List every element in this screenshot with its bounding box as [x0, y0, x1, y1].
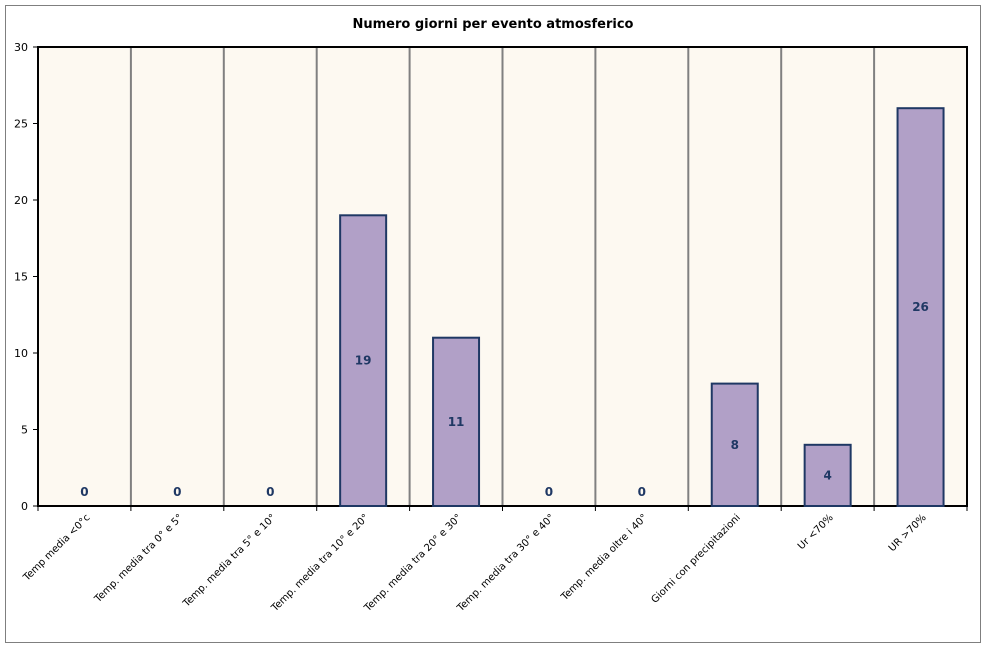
- y-tick-label: 10: [14, 347, 28, 360]
- y-axis: 0 5 10 15 20 25 30: [14, 41, 38, 513]
- data-label: 19: [355, 354, 372, 368]
- x-tick-label: Giorni con precipitazioni: [649, 512, 742, 605]
- data-label: 26: [912, 300, 929, 314]
- bar: [710, 382, 759, 508]
- y-tick-label: 25: [14, 118, 28, 131]
- bar: [896, 107, 945, 507]
- y-tick-label: 30: [14, 41, 28, 54]
- y-tick-label: 15: [14, 271, 28, 284]
- bar: [432, 336, 481, 508]
- x-axis: Temp media <0°c Temp. media tra 0° e 5°Te…: [21, 506, 968, 615]
- bar: [339, 214, 388, 508]
- y-tick-label: 5: [21, 424, 28, 437]
- x-tick-label: Temp. media tra 5° e 10°: [181, 512, 279, 610]
- x-tick-label: Temp. media tra 0° e 5°: [92, 512, 185, 605]
- data-label: 8: [731, 438, 739, 452]
- data-label: 0: [173, 485, 181, 499]
- x-tick-label: Temp. media oltre i 40°: [559, 512, 650, 603]
- data-label: 0: [545, 485, 553, 499]
- bar: [803, 443, 852, 507]
- x-tick-label: Temp. media tra 20° e 30°: [362, 512, 464, 614]
- x-tick-label: Ur <70%: [796, 512, 836, 552]
- x-tick-label: Temp media <0°c: [21, 512, 93, 584]
- data-label: 0: [638, 485, 646, 499]
- x-tick-label: Temp. media tra 10° e 20°: [269, 512, 371, 614]
- x-tick-label: UR >70%: [887, 512, 929, 554]
- x-tick-label: Temp. media tra 30° e 40°: [455, 512, 557, 614]
- y-tick-label: 20: [14, 194, 28, 207]
- data-label: 4: [823, 468, 831, 482]
- bars: [339, 107, 945, 508]
- chart-title: Numero giorni per evento atmosferico: [353, 17, 634, 32]
- y-tick-label: 0: [21, 500, 28, 513]
- data-labels: 0 0 0 19 11 0 0 8 4 26: [80, 300, 929, 499]
- data-label: 11: [448, 415, 465, 429]
- data-label: 0: [266, 485, 274, 499]
- data-label: 0: [80, 485, 88, 499]
